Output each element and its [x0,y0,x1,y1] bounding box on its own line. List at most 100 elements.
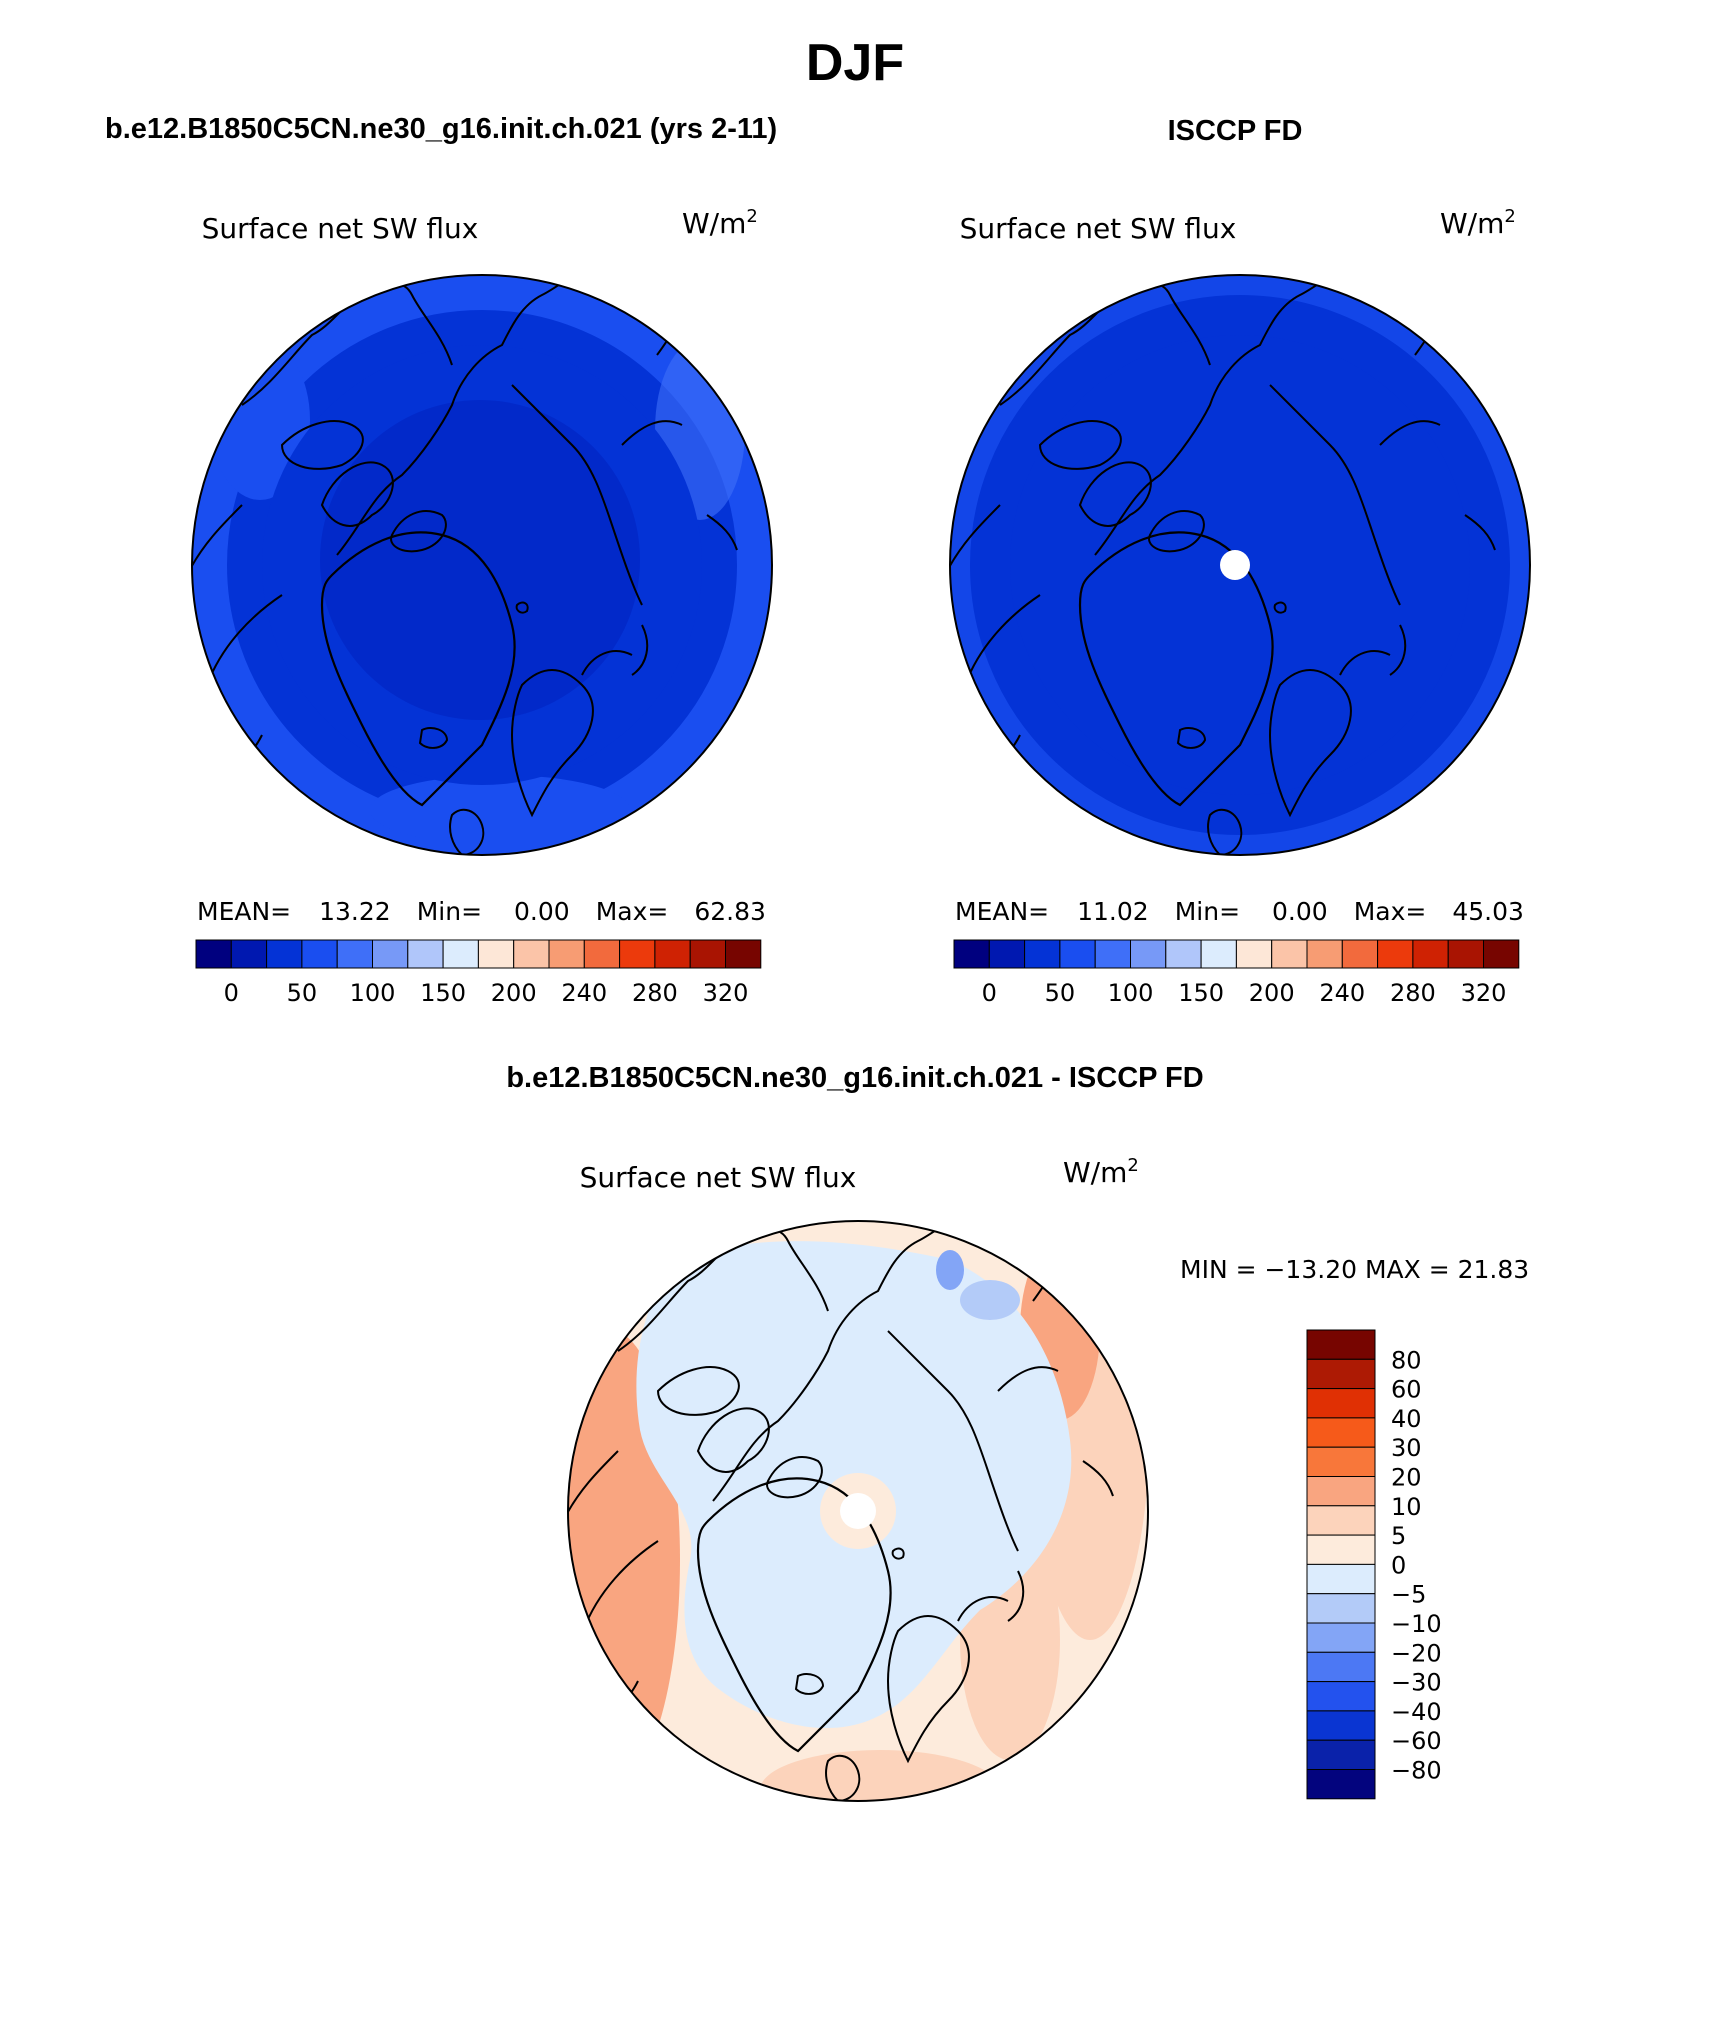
model-colorbar-swatch [583,939,621,969]
diff-colorbar-tick-label: 0 [1391,1551,1406,1579]
obs-colorbar-swatch [1165,939,1202,969]
model-units-label: W/m2 [682,206,758,240]
obs-colorbar-tick-label: 150 [1178,979,1224,1007]
obs-colorbar-tick-label: 280 [1390,979,1436,1007]
model-colorbar-tick-label: 320 [703,979,749,1007]
model-colorbar-tick-label: 240 [561,979,607,1007]
model-colorbar: 0 50 100 150 200 240 280 320 [195,939,762,1007]
diff-colorbar-swatch [1306,1388,1376,1419]
diff-colorbar-tick-label: 10 [1391,1493,1422,1521]
diff-colorbar-swatch [1306,1622,1376,1653]
obs-colorbar-swatch [1483,939,1520,969]
obs-colorbar-swatch [1447,939,1484,969]
diff-colorbar-swatch [1306,1534,1376,1565]
diff-colorbar-swatch [1306,1329,1376,1360]
diff-colorbar-tick-label: −5 [1391,1581,1426,1609]
obs-polar-map [949,274,1531,856]
model-colorbar-swatch [442,939,479,969]
diff-variable-label: Surface net SW flux [580,1161,857,1194]
diff-colorbar-swatch [1306,1593,1376,1624]
obs-colorbar-swatch [1377,939,1414,969]
model-colorbar-tick-label: 0 [224,979,239,1007]
diff-colorbar-swatch [1306,1446,1376,1477]
diff-pole-hole [840,1493,876,1529]
model-colorbar-tick-label: 100 [350,979,396,1007]
model-colorbar-swatch [336,939,374,969]
diff-colorbar-swatch [1306,1417,1376,1448]
obs-stats: MEAN= 11.02 Min= 0.00 Max= 45.03 [955,897,1524,926]
model-colorbar-tick-label: 150 [420,979,466,1007]
obs-panel: Surface net SW flux W/m2 MEAN= 11.02 Min= 0… [949,206,1531,1007]
obs-colorbar-swatch [953,939,990,969]
season-title: DJF [806,34,904,92]
diff-colorbar-tick-label: −80 [1391,1757,1442,1785]
obs-colorbar-swatch [1200,939,1237,969]
diff-colorbar-tick-label: −40 [1391,1698,1442,1726]
diff-colorbar-tick-label: −60 [1391,1727,1442,1755]
obs-colorbar-swatch [1130,939,1167,969]
diff-colorbar-tick-label: 80 [1391,1346,1422,1374]
obs-colorbar-swatch [1059,939,1096,969]
obs-colorbar-swatch [1306,939,1343,969]
obs-colorbar-swatch [1094,939,1131,969]
model-colorbar-swatch [195,939,232,969]
obs-colorbar-tick-label: 240 [1319,979,1365,1007]
obs-colorbar-swatch [988,939,1026,969]
diff-colorbar-swatch [1306,1769,1376,1800]
obs-pole-hole [1220,550,1250,580]
model-colorbar-swatch [654,939,691,969]
diff-colorbar-swatch [1306,1358,1376,1390]
model-colorbar-swatch [477,939,515,969]
obs-colorbar-tick-label: 320 [1461,979,1507,1007]
model-case-title: b.e12.B1850C5CN.ne30_g16.init.ch.021 (yr… [105,113,777,145]
model-colorbar-swatch [619,939,656,969]
diff-colorbar-swatch [1306,1505,1376,1536]
difference-panel: Surface net SW flux W/m2 MIN = −13.20 MA… [567,1155,1529,1802]
model-panel: Surface net SW flux W/m2 MEAN= 13.22 Min= 0… [191,206,773,1007]
diff-colorbar-tick-label: −20 [1391,1639,1442,1667]
model-colorbar-swatch [548,939,585,969]
diff-colorbar-swatch [1306,1739,1376,1770]
obs-colorbar-tick-label: 200 [1249,979,1295,1007]
obs-colorbar-swatch [1235,939,1273,969]
model-colorbar-swatch [372,939,409,969]
diff-colorbar-tick-label: 30 [1391,1434,1422,1462]
obs-colorbar-swatch [1412,939,1449,969]
diff-colorbar-tick-label: −10 [1391,1610,1442,1638]
obs-colorbar-swatch [1271,939,1308,969]
model-stats: MEAN= 13.22 Min= 0.00 Max= 62.83 [197,897,766,926]
diff-colorbar-tick-label: 20 [1391,1464,1422,1492]
obs-colorbar-tick-label: 0 [982,979,997,1007]
diff-colorbar-swatch [1306,1651,1376,1683]
model-colorbar-swatch [407,939,444,969]
obs-variable-label: Surface net SW flux [960,212,1237,245]
model-colorbar-tick-label: 50 [287,979,318,1007]
diff-colorbar-swatch [1306,1563,1376,1595]
model-variable-label: Surface net SW flux [202,212,479,245]
obs-title: ISCCP FD [1168,115,1303,147]
diff-colorbar-swatch [1306,1476,1376,1507]
diff-colorbar-tick-label: 40 [1391,1405,1422,1433]
model-colorbar-swatch [301,939,338,969]
diff-colorbar-swatch [1306,1681,1376,1712]
obs-colorbar-tick-label: 100 [1108,979,1154,1007]
model-colorbar-swatch [230,939,268,969]
obs-units-label: W/m2 [1440,206,1516,240]
diff-colorbar-tick-label: −30 [1391,1669,1442,1697]
model-colorbar-swatch [513,939,550,969]
model-colorbar-swatch [689,939,727,969]
model-colorbar-tick-label: 280 [632,979,678,1007]
obs-colorbar: 0 50 100 150 200 240 280 320 [953,939,1520,1007]
obs-colorbar-swatch [1024,939,1061,969]
diff-colorbar-tick-label: 5 [1391,1522,1406,1550]
diff-minmax: MIN = −13.20 MAX = 21.83 [1180,1255,1529,1284]
obs-colorbar-tick-label: 50 [1045,979,1076,1007]
diff-colorbar-swatch [1306,1710,1376,1741]
diff-units-label: W/m2 [1063,1155,1139,1189]
model-colorbar-swatch [725,939,762,969]
diff-colorbar-tick-label: 60 [1391,1376,1422,1404]
model-colorbar-swatch [266,939,303,969]
difference-title: b.e12.B1850C5CN.ne30_g16.init.ch.021 - I… [506,1062,1203,1094]
model-polar-map [191,274,773,856]
